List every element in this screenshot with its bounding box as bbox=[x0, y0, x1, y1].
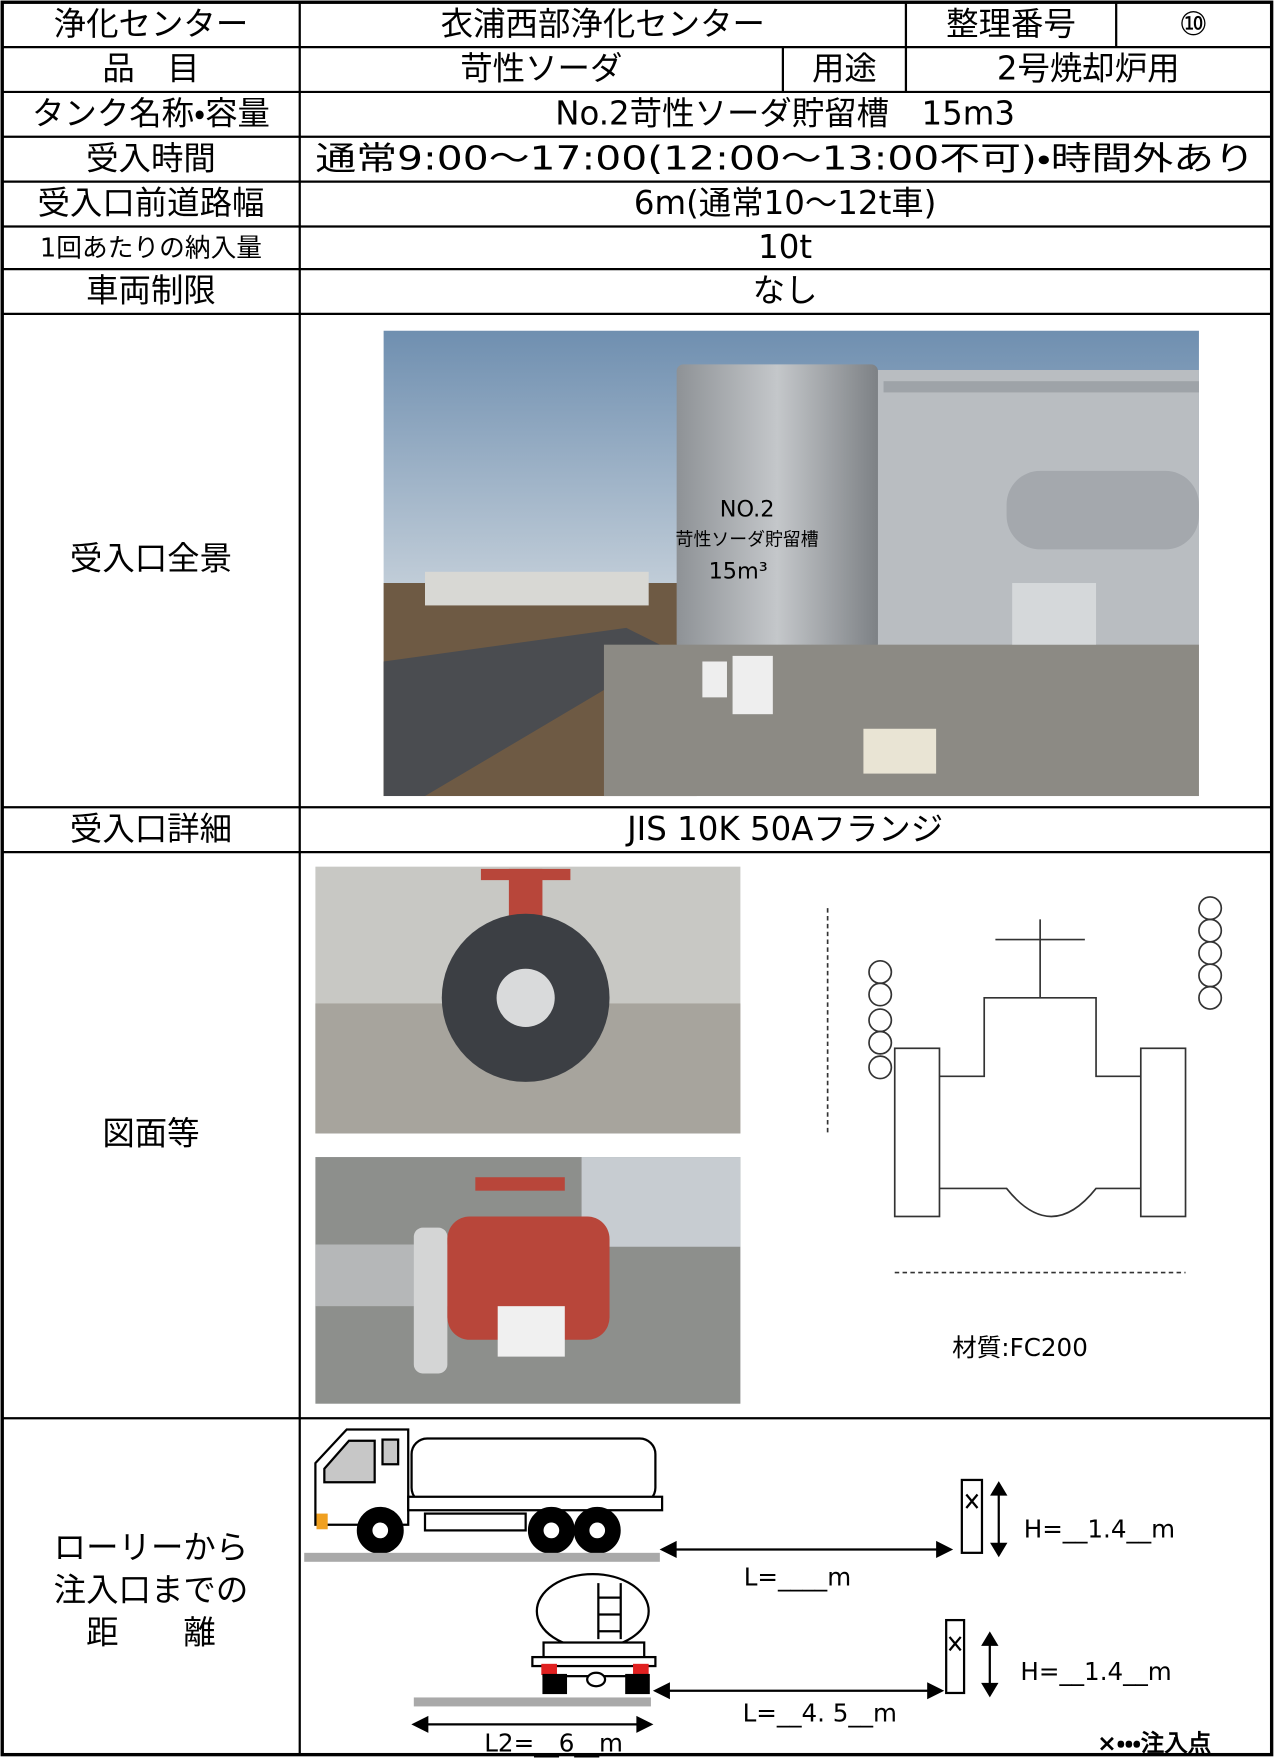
height-label: H=__1.4__m bbox=[1024, 1514, 1175, 1543]
section-label: ローリーから bbox=[54, 1528, 249, 1566]
tank-sign: NO.2 bbox=[720, 497, 775, 523]
cell-value: 6m(通常10～12t車) bbox=[634, 184, 936, 222]
cell-label: 1回あたりの納入量 bbox=[40, 233, 262, 263]
valve-drawing bbox=[826, 896, 1223, 1274]
cell-value: 通常9:00～17:00(12:00～13:00不可)・時間外あり bbox=[315, 139, 1254, 177]
cell-value: 10t bbox=[758, 228, 812, 266]
tank-sign: 15m³ bbox=[709, 558, 768, 584]
cell-label: 受入時間 bbox=[86, 139, 216, 177]
cell-label: 図面等 bbox=[102, 1115, 199, 1153]
cell-value: JIS 10K 50Aフランジ bbox=[625, 810, 943, 848]
valve-photo bbox=[315, 1157, 741, 1404]
cell-value: 苛性ソーダ bbox=[460, 50, 622, 88]
cell-value: 衣浦西部浄化センター bbox=[441, 5, 765, 43]
cell-label: 車両制限 bbox=[86, 272, 216, 310]
section-label: 注入口までの bbox=[54, 1571, 249, 1609]
cell-value: なし bbox=[753, 272, 818, 310]
cell-label: 受入口前道路幅 bbox=[37, 184, 264, 222]
truck-side bbox=[304, 1428, 1008, 1562]
material-note: 材質:FC200 bbox=[952, 1333, 1088, 1362]
cell-label: タンク名称・容量 bbox=[32, 94, 270, 132]
overview-photo: NO.2 苛性ソーダ貯留槽 15m³ bbox=[383, 330, 1199, 797]
cell-label: 用途 bbox=[812, 50, 877, 88]
cell-label: 受入口詳細 bbox=[70, 810, 232, 848]
cell-value: ⑩ bbox=[1179, 5, 1208, 43]
cell-label: 受入口全景 bbox=[70, 540, 232, 578]
length-label: L=__4. 5__m bbox=[743, 1698, 897, 1727]
truck-rear bbox=[411, 1573, 999, 1733]
tank-sign: 苛性ソーダ貯留槽 bbox=[676, 529, 819, 550]
height-label: H=__1.4__m bbox=[1020, 1657, 1171, 1686]
valve-photo bbox=[315, 866, 741, 1134]
cell-label: 浄化センター bbox=[54, 5, 249, 43]
cell-label: 整理番号 bbox=[946, 5, 1076, 43]
width-label: L2=__6__m bbox=[484, 1729, 623, 1758]
section-label: 距 離 bbox=[86, 1614, 216, 1652]
cell-value: 2号焼却炉用 bbox=[997, 50, 1180, 88]
cell-value: No.2苛性ソーダ貯留槽 15m3 bbox=[555, 94, 1015, 132]
legend: ×・・・注入点 bbox=[1097, 1729, 1211, 1757]
cell-label: 品 目 bbox=[102, 50, 199, 88]
length-label: L=____m bbox=[744, 1563, 851, 1592]
